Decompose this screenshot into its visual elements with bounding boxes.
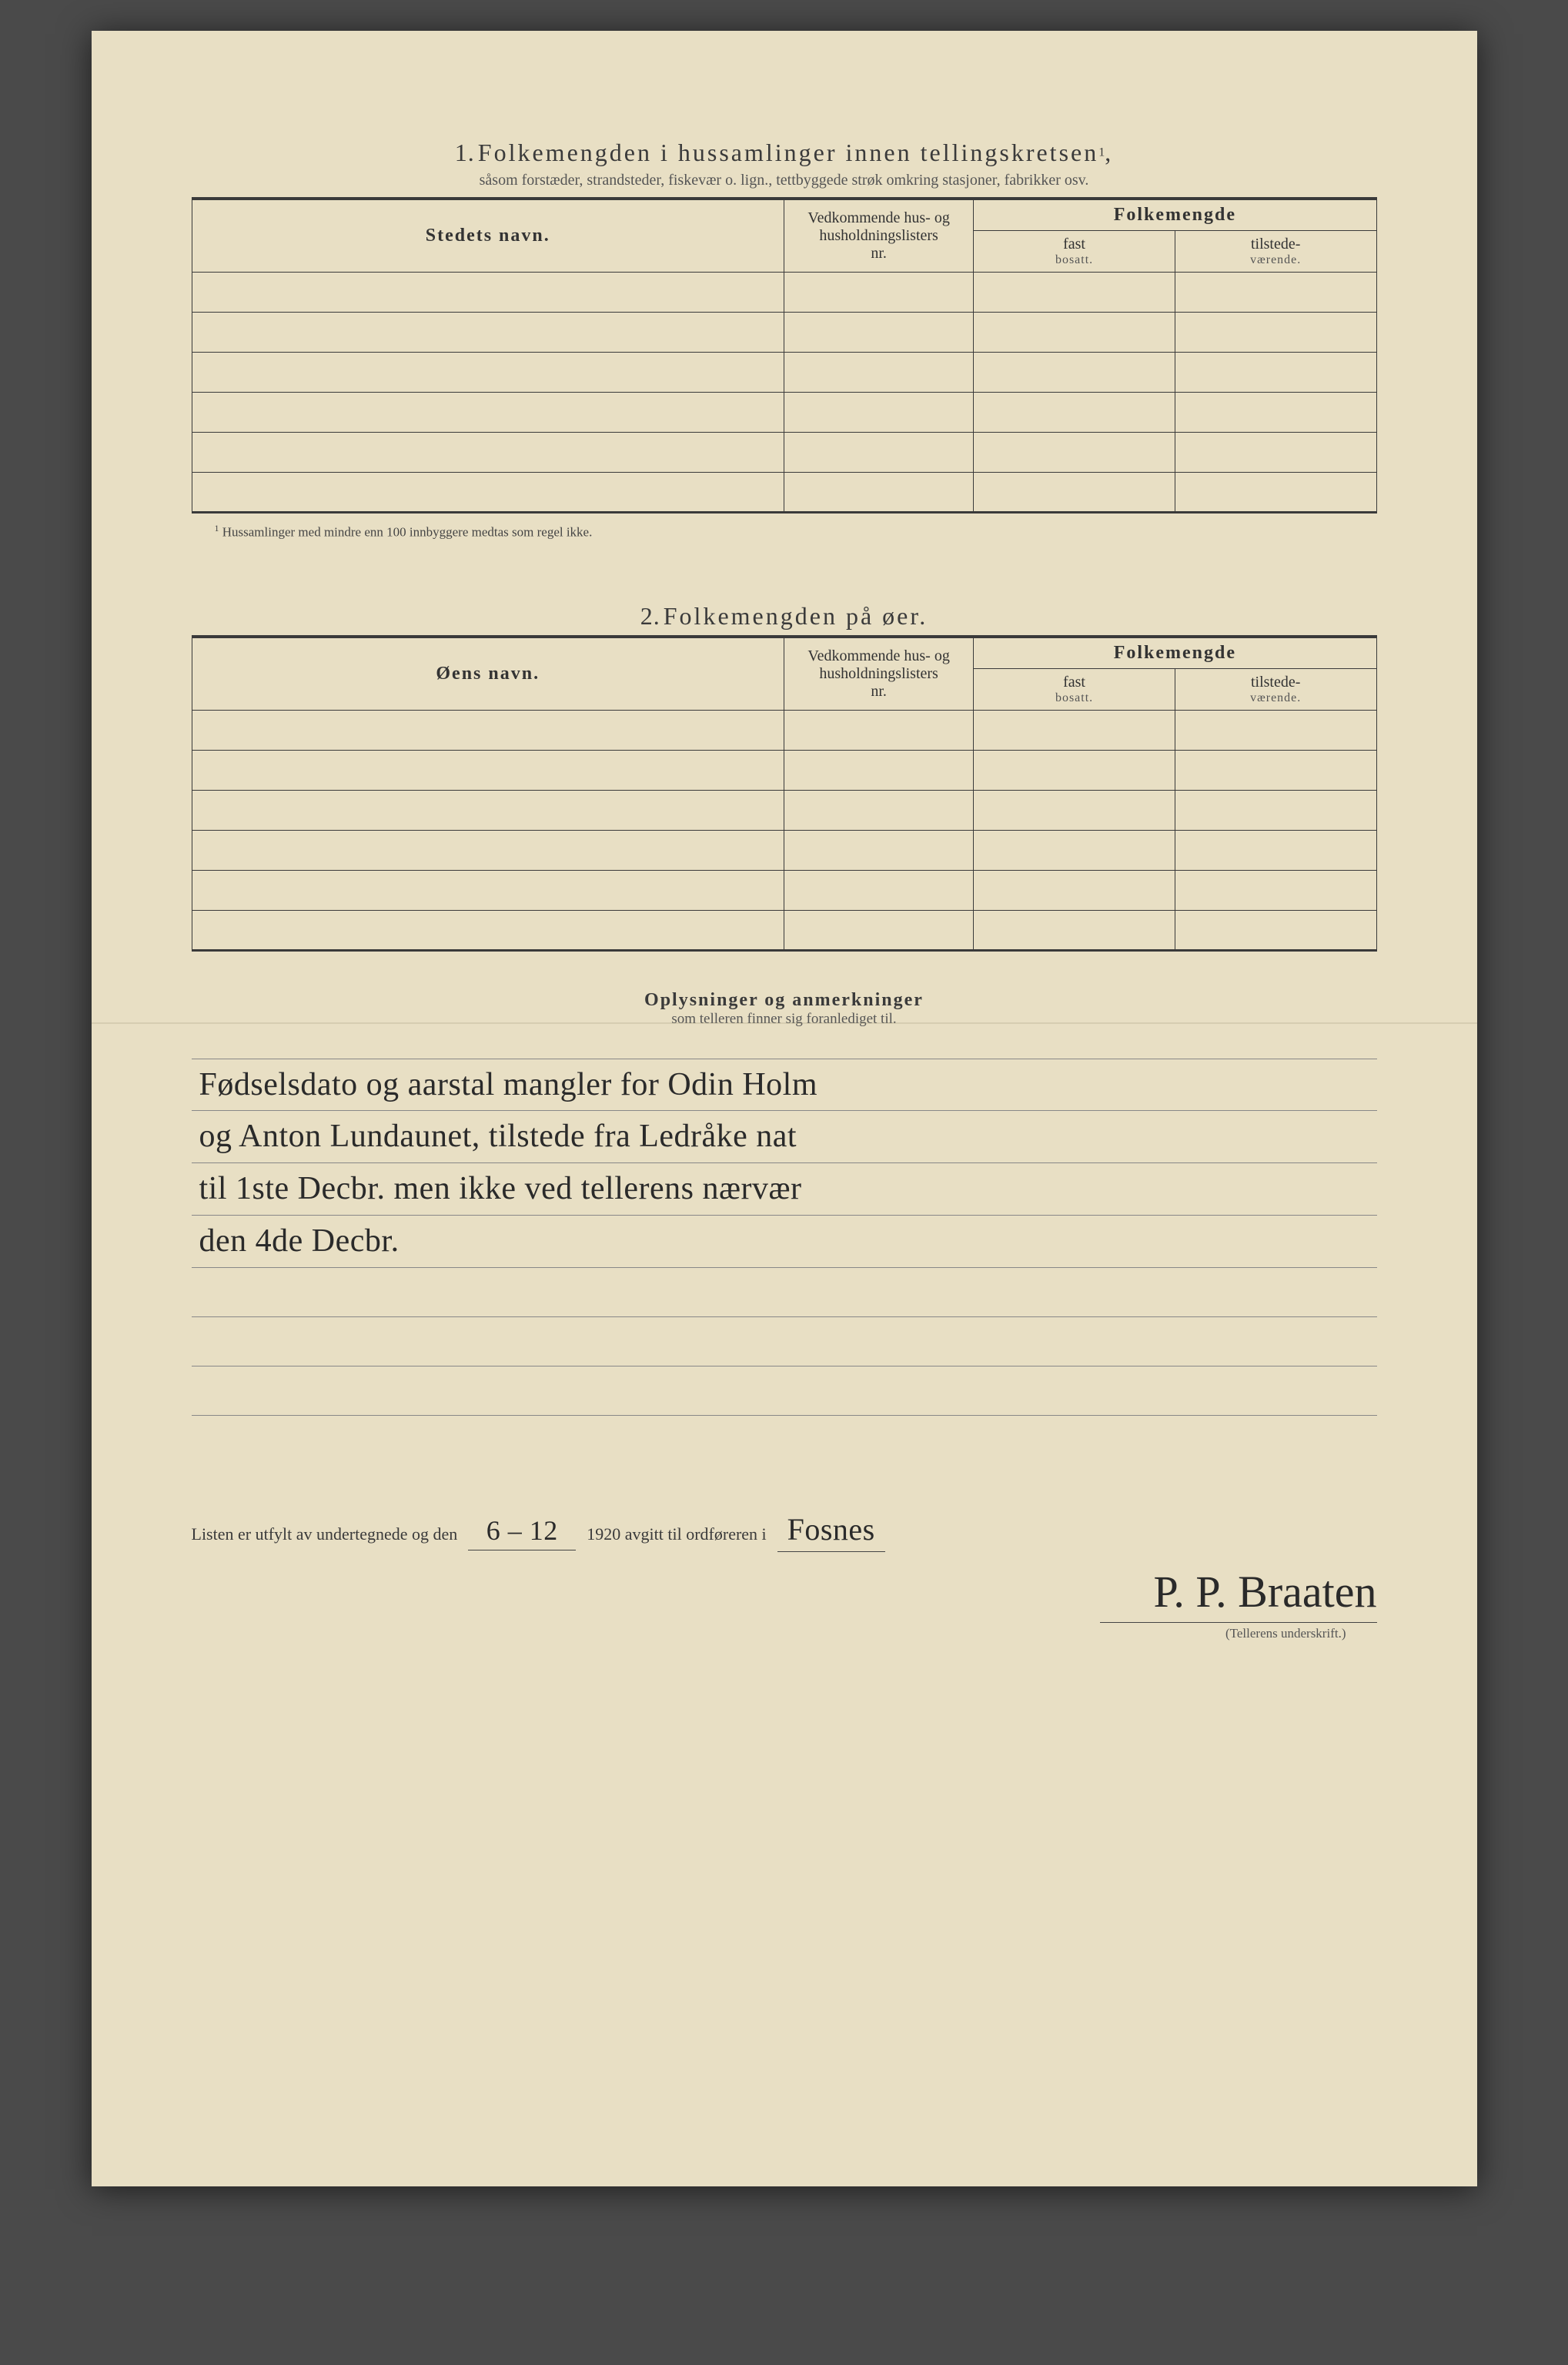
col-tilstede-t: tilstede- (1251, 236, 1300, 253)
table-row (192, 870, 1376, 910)
table-row (192, 830, 1376, 870)
signoff-line: Listen er utfylt av undertegnede og den … (192, 1508, 1377, 1552)
section2-rows (192, 710, 1376, 950)
section2-number: 2. (640, 602, 660, 630)
col2-ref-l3: nr. (871, 683, 887, 700)
signoff-place: Fosnes (777, 1508, 885, 1552)
section2-title: Folkemengden på øer. (664, 602, 928, 630)
section1-subtitle: såsom forstæder, strandsteder, fiskevær … (192, 172, 1377, 189)
footnote-text: Hussamlinger med mindre enn 100 innbygge… (222, 525, 593, 540)
signature-area: P. P. Braaten (Tellerens underskrift.) (192, 1566, 1377, 1641)
remarks-line: den 4de Decbr. (192, 1216, 1377, 1268)
table-row (192, 273, 1376, 313)
col2-ref-l2: husholdningslisters (819, 665, 938, 682)
remarks-heading: Oplysninger og anmerkninger som telleren… (192, 990, 1377, 1028)
signature: P. P. Braaten (1100, 1566, 1377, 1623)
section1-footnote: 1 Hussamlinger med mindre enn 100 innbyg… (215, 523, 1377, 540)
section1-rows (192, 273, 1376, 513)
remarks-text-2: til 1ste Decbr. men ikke ved tellerens n… (199, 1171, 802, 1206)
col-folkemengde: Folkemengde (974, 199, 1376, 231)
section1-title: Folkemengden i hussamlinger innen tellin… (478, 139, 1098, 166)
section2-table: Øens navn. Vedkommende hus- og husholdni… (192, 635, 1377, 952)
col-listers-nr: Vedkommende hus- og husholdningslisters … (784, 199, 974, 273)
remarks-text-1: og Anton Lundaunet, tilstede fra Ledråke… (199, 1119, 797, 1154)
col-fast: fast bosatt. (974, 231, 1175, 273)
signoff-date: 6 – 12 (468, 1511, 576, 1550)
section1-number: 1. (455, 139, 475, 166)
signoff-mid: 1920 avgitt til ordføreren i (587, 1524, 766, 1544)
remarks-line: Fødselsdato og aarstal mangler for Odin … (192, 1059, 1377, 1112)
section2-heading: 2. Folkemengden på øer. (192, 602, 1377, 631)
remarks-line (192, 1317, 1377, 1366)
col-ref-l2: husholdningslisters (819, 227, 938, 244)
remarks-text-0: Fødselsdato og aarstal mangler for Odin … (199, 1067, 818, 1102)
table-row (192, 910, 1376, 950)
signoff-prefix: Listen er utfylt av undertegnede og den (192, 1524, 458, 1544)
col-folkemengde-2: Folkemengde (974, 637, 1376, 669)
table-row (192, 790, 1376, 830)
col-listers-nr-2: Vedkommende hus- og husholdningslisters … (784, 637, 974, 711)
remarks-block: Fødselsdato og aarstal mangler for Odin … (192, 1059, 1377, 1416)
table-row (192, 750, 1376, 790)
col2-ref-l1: Vedkommende hus- og (807, 647, 949, 664)
col2-til-t: tilstede- (1251, 674, 1300, 691)
col-fast-t: fast (1063, 236, 1085, 253)
remarks-line: til 1ste Decbr. men ikke ved tellerens n… (192, 1163, 1377, 1216)
table-row (192, 710, 1376, 750)
table-row (192, 393, 1376, 433)
table-row (192, 473, 1376, 513)
remarks-line (192, 1268, 1377, 1317)
col-ref-l3: nr. (871, 245, 887, 262)
remarks-line (192, 1366, 1377, 1416)
col-stedets-navn: Stedets navn. (192, 199, 784, 273)
col-fast-2: fast bosatt. (974, 668, 1175, 710)
remarks-title: Oplysninger og anmerkninger (192, 990, 1377, 1011)
col-tilstede: tilstede- værende. (1175, 231, 1376, 273)
table-row (192, 433, 1376, 473)
col-tilstede-2: tilstede- værende. (1175, 668, 1376, 710)
col-tilstede-s: værende. (1182, 253, 1370, 267)
table-row (192, 313, 1376, 353)
section1-heading: 1. Folkemengden i hussamlinger innen tel… (192, 139, 1377, 167)
document-page: 1. Folkemengden i hussamlinger innen tel… (92, 31, 1477, 2186)
remarks-subtitle: som telleren finner sig foranlediget til… (192, 1011, 1377, 1028)
footnote-sup: 1 (215, 523, 219, 534)
table-row (192, 353, 1376, 393)
remarks-line: og Anton Lundaunet, tilstede fra Ledråke… (192, 1111, 1377, 1163)
signature-caption: (Tellerens underskrift.) (192, 1626, 1377, 1641)
col2-fast-t: fast (1063, 674, 1085, 691)
col2-fast-s: bosatt. (980, 691, 1168, 705)
col-oens-navn: Øens navn. (192, 637, 784, 711)
col-ref-l1: Vedkommende hus- og (807, 209, 949, 226)
section1-table: Stedets navn. Vedkommende hus- og hushol… (192, 197, 1377, 513)
col2-til-s: værende. (1182, 691, 1370, 705)
col-fast-s: bosatt. (980, 253, 1168, 267)
remarks-text-3: den 4de Decbr. (199, 1223, 400, 1259)
